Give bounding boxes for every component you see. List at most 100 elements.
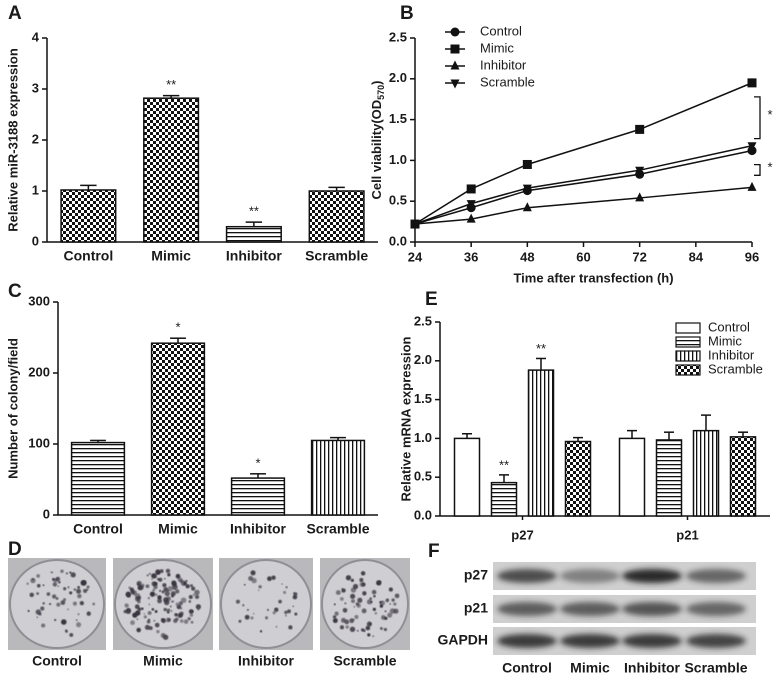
blot-band xyxy=(497,569,557,583)
colony xyxy=(154,622,160,628)
colony xyxy=(257,589,260,592)
colony xyxy=(77,585,81,589)
colony xyxy=(143,613,146,615)
legend-marker xyxy=(450,27,460,37)
colony xyxy=(334,611,339,616)
colony xyxy=(285,586,288,589)
bar xyxy=(729,436,757,517)
error-bar xyxy=(462,432,472,439)
bar xyxy=(527,369,555,517)
colony xyxy=(174,613,178,617)
colony xyxy=(169,605,172,608)
series-line xyxy=(414,144,753,225)
bar xyxy=(310,439,366,516)
colony xyxy=(379,627,383,630)
dish-label: Scramble xyxy=(333,653,396,669)
colony xyxy=(283,590,287,595)
error-bar xyxy=(80,184,97,190)
legend-label: Mimic xyxy=(480,40,514,55)
colony xyxy=(362,591,367,596)
panel-letter: C xyxy=(8,281,22,302)
legend-marker xyxy=(450,44,460,54)
colony xyxy=(360,571,366,576)
marker xyxy=(635,124,645,134)
colony xyxy=(243,583,246,586)
blot-column-label: Control xyxy=(502,660,552,676)
colony xyxy=(137,599,141,604)
colony xyxy=(177,577,183,582)
colony xyxy=(351,599,355,604)
colony xyxy=(56,602,61,607)
bar xyxy=(490,481,518,517)
colony xyxy=(157,598,162,604)
blot-band xyxy=(560,602,620,616)
panel-letter: B xyxy=(400,3,414,24)
panel-letter: F xyxy=(428,541,440,562)
colony xyxy=(350,578,355,582)
colony xyxy=(374,611,378,615)
y-tick-label: 1.5 xyxy=(414,391,432,406)
colony xyxy=(180,597,187,604)
colony xyxy=(61,619,67,625)
legend-label: Control xyxy=(708,319,750,334)
error-bar xyxy=(245,221,263,227)
colony xyxy=(51,594,57,599)
colony xyxy=(344,619,350,625)
colony xyxy=(154,609,158,613)
x-tick-label: Mimic xyxy=(158,521,198,537)
marker xyxy=(522,159,532,169)
colony xyxy=(394,593,400,599)
colony xyxy=(29,592,35,598)
marker xyxy=(747,78,757,88)
y-tick-label: 2 xyxy=(32,131,39,146)
colony xyxy=(339,596,344,601)
legend-label: Scramble xyxy=(480,74,535,89)
colony xyxy=(349,626,356,632)
colony xyxy=(49,603,52,606)
x-tick-label: 72 xyxy=(632,249,646,264)
blot-band xyxy=(686,634,746,648)
colony xyxy=(252,612,255,615)
colony xyxy=(265,616,269,620)
colony xyxy=(345,625,349,629)
colony xyxy=(52,582,58,587)
colony xyxy=(67,608,69,611)
colony xyxy=(246,608,249,611)
colony xyxy=(80,580,87,586)
colony xyxy=(162,583,167,588)
colony xyxy=(134,604,140,610)
colony xyxy=(171,600,175,603)
bar xyxy=(618,437,646,517)
y-tick-label: 0 xyxy=(32,233,39,248)
y-tick-label: 0.5 xyxy=(389,193,407,208)
colony xyxy=(36,616,39,619)
error-bar xyxy=(573,436,583,442)
y-tick-label: 0.5 xyxy=(414,469,432,484)
colony xyxy=(386,598,390,602)
colony xyxy=(165,568,171,574)
colony xyxy=(36,592,40,596)
x-tick-label: Scramble xyxy=(306,521,369,537)
colony xyxy=(194,589,200,596)
colony xyxy=(191,586,196,591)
colony xyxy=(391,598,395,602)
colony xyxy=(355,602,360,606)
colony xyxy=(278,599,282,604)
colony xyxy=(146,574,149,577)
colony xyxy=(349,618,355,624)
colony xyxy=(26,582,29,585)
colony xyxy=(132,612,138,618)
colony xyxy=(30,577,36,584)
colony xyxy=(141,607,144,611)
colony xyxy=(179,607,183,610)
colony xyxy=(361,608,367,614)
colony xyxy=(242,604,245,607)
colony xyxy=(170,591,176,597)
y-tick-label: 2.5 xyxy=(389,29,407,44)
colony xyxy=(159,589,162,592)
colony xyxy=(75,619,78,621)
bar xyxy=(225,225,282,243)
marker xyxy=(466,184,476,194)
colony xyxy=(259,630,263,633)
